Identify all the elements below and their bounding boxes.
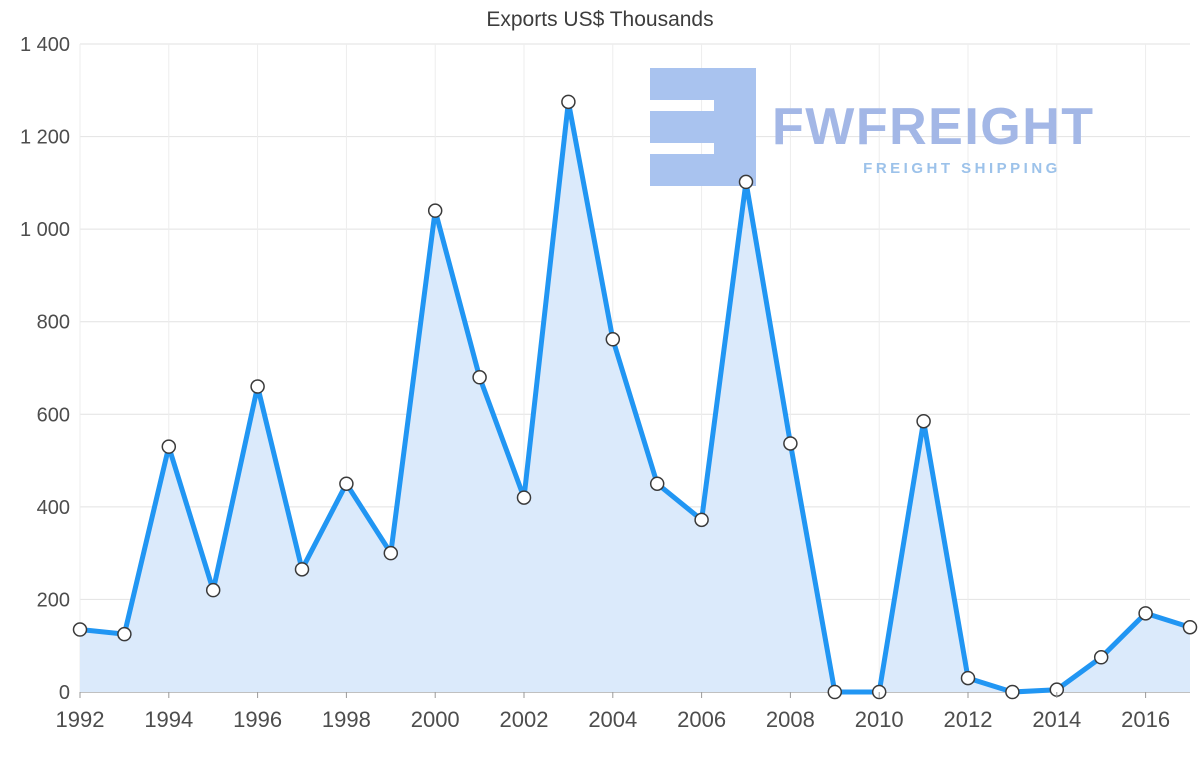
area-fill <box>80 101 1190 692</box>
y-tick-label: 800 <box>37 312 70 334</box>
y-tick-label: 1 000 <box>20 219 70 241</box>
x-tick-label: 1994 <box>144 707 193 732</box>
series-layer <box>72 94 1198 700</box>
data-point-2013[interactable] <box>1005 684 1020 700</box>
y-tick-label: 600 <box>37 404 70 426</box>
watermark-brand: FWFREIGHT <box>772 98 1095 156</box>
data-point-1998[interactable] <box>339 476 354 491</box>
data-point-1993[interactable] <box>117 626 132 642</box>
x-tick-label: 2008 <box>766 707 815 732</box>
chart-title: Exports US$ Thousands <box>486 8 714 31</box>
data-point-2005[interactable] <box>649 476 665 491</box>
x-tick-label: 2012 <box>944 707 993 732</box>
data-point-1994[interactable] <box>161 439 177 454</box>
watermark: FWFREIGHT FREIGHT SHIPPING <box>650 68 1095 186</box>
data-point-2007[interactable] <box>738 174 754 190</box>
fwfreight-logo-icon <box>650 68 756 186</box>
x-tick-label: 2010 <box>855 707 904 732</box>
data-point-2016[interactable] <box>1138 606 1153 621</box>
data-point-2006[interactable] <box>694 512 709 528</box>
x-tick-label: 2014 <box>1032 707 1081 732</box>
x-tick-label: 1998 <box>322 707 371 732</box>
x-tick-label: 1992 <box>56 707 105 732</box>
data-point-2000[interactable] <box>427 203 443 218</box>
y-tick-label: 400 <box>37 497 70 519</box>
data-point-1992[interactable] <box>72 622 88 637</box>
y-tick-label: 1 400 <box>20 34 70 56</box>
x-tick-label: 1996 <box>233 707 282 732</box>
y-tick-label: 0 <box>59 682 70 704</box>
watermark-tagline: FREIGHT SHIPPING <box>863 160 1061 177</box>
x-tick-label: 2016 <box>1121 707 1170 732</box>
data-point-2011[interactable] <box>916 413 931 429</box>
x-tick-label: 2000 <box>411 707 460 732</box>
y-tick-label: 200 <box>37 589 70 611</box>
data-point-1997[interactable] <box>294 562 310 577</box>
data-point-2004[interactable] <box>605 332 621 347</box>
data-point-2017[interactable] <box>1182 619 1198 635</box>
data-point-1999[interactable] <box>383 545 399 561</box>
x-tick-label: 2004 <box>588 707 637 732</box>
data-point-2008[interactable] <box>783 436 798 451</box>
series-line <box>77 99 1193 695</box>
data-point-2002[interactable] <box>516 490 532 505</box>
x-tick-label: 2006 <box>677 707 726 732</box>
data-point-2015[interactable] <box>1093 650 1109 665</box>
data-point-2009[interactable] <box>827 684 843 700</box>
data-point-1996[interactable] <box>250 379 265 394</box>
x-tick-label: 2002 <box>500 707 549 732</box>
data-point-1995[interactable] <box>205 582 221 598</box>
data-point-2012[interactable] <box>960 670 976 686</box>
y-tick-label: 1 200 <box>20 127 70 149</box>
data-point-2001[interactable] <box>472 370 487 385</box>
data-point-2003[interactable] <box>561 94 576 110</box>
